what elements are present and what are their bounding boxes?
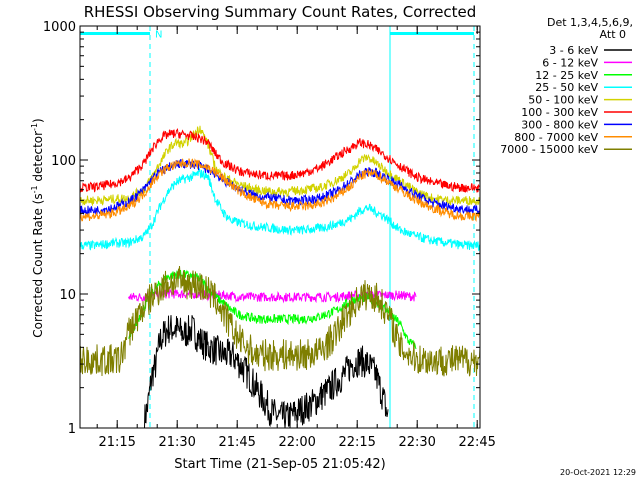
series-line-2 bbox=[128, 269, 417, 350]
legend-label-7: 800 - 7000 keV bbox=[514, 131, 598, 144]
legend-label-1: 6 - 12 keV bbox=[542, 56, 598, 69]
x-tick-label-5: 22:30 bbox=[398, 435, 435, 450]
x-tick-label-0: 21:15 bbox=[98, 435, 135, 450]
legend-label-6: 300 - 800 keV bbox=[521, 118, 598, 131]
y-axis-label-sup1: -1 bbox=[30, 185, 39, 193]
series-line-3 bbox=[79, 167, 481, 252]
plot-area: N 1 10 100 1000 21:15 21:30 21:45 22:00 22:15 22:3… bbox=[43, 20, 496, 450]
x-tick-label-6: 22:45 bbox=[458, 435, 495, 450]
y-tick-label-0: 1 bbox=[68, 422, 76, 437]
series-line-5 bbox=[79, 127, 481, 193]
legend-label-5: 100 - 300 keV bbox=[521, 106, 598, 119]
legend-label-2: 12 - 25 keV bbox=[535, 69, 598, 82]
footer-timestamp: 20-Oct-2021 12:29 bbox=[560, 468, 636, 477]
night-flag-label: N bbox=[155, 29, 162, 40]
plot-frame bbox=[79, 25, 481, 429]
legend-label-4: 50 - 100 keV bbox=[528, 94, 598, 107]
series-line-0 bbox=[144, 315, 389, 429]
series-line-7 bbox=[79, 158, 481, 222]
x-tick-label-1: 21:30 bbox=[158, 435, 195, 450]
series-line-8 bbox=[79, 265, 481, 377]
x-tick-label-3: 22:00 bbox=[278, 435, 315, 450]
legend-label-8: 7000 - 15000 keV bbox=[500, 143, 598, 156]
y-tick-label-1: 10 bbox=[59, 288, 76, 303]
chart-title: RHESSI Observing Summary Count Rates, Co… bbox=[84, 3, 477, 21]
legend-header-line1: Det 1,3,4,5,6,9, bbox=[547, 16, 633, 29]
series-line-6 bbox=[79, 158, 481, 216]
legend-label-3: 25 - 50 keV bbox=[535, 81, 598, 94]
legend-label-0: 3 - 6 keV bbox=[549, 44, 598, 57]
y-axis-label-end: ) bbox=[31, 118, 45, 123]
y-axis-label-sup2: -1 bbox=[30, 123, 39, 131]
y-axis-label-mid: detector bbox=[31, 131, 45, 186]
y-tick-label-3: 1000 bbox=[43, 20, 76, 35]
legend-header-line2: Att 0 bbox=[600, 28, 626, 41]
x-tick-label-2: 21:45 bbox=[218, 435, 255, 450]
y-axis-label-main: Corrected Count Rate (s bbox=[31, 193, 45, 337]
y-tick-label-2: 100 bbox=[51, 154, 76, 169]
x-tick-label-4: 22:15 bbox=[338, 435, 375, 450]
y-axis-label: Corrected Count Rate (s-1 detector-1) bbox=[30, 118, 45, 337]
x-axis-label: Start Time (21-Sep-05 21:05:42) bbox=[174, 457, 385, 472]
